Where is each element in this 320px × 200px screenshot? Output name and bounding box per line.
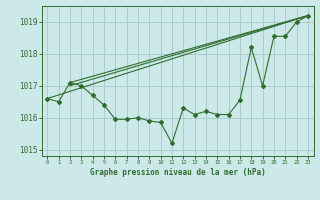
X-axis label: Graphe pression niveau de la mer (hPa): Graphe pression niveau de la mer (hPa) xyxy=(90,168,266,177)
